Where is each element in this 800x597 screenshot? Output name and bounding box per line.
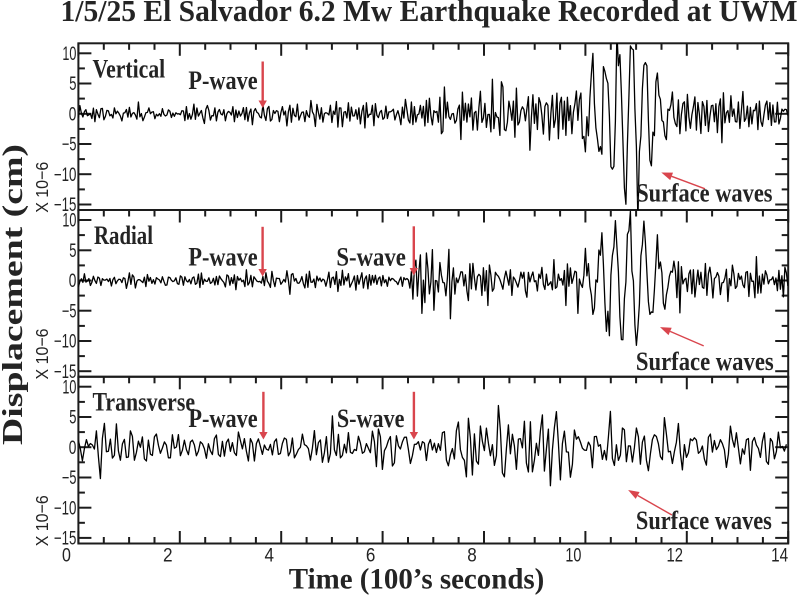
svg-text:10: 10	[62, 211, 76, 232]
svg-text:P-wave: P-wave	[188, 66, 257, 95]
svg-text:X 10−6: X 10−6	[32, 329, 52, 380]
svg-text:6: 6	[366, 546, 376, 567]
svg-text:5: 5	[69, 74, 76, 95]
svg-text:−5: −5	[62, 135, 77, 156]
svg-text:Surface waves: Surface waves	[636, 178, 772, 207]
svg-text:10: 10	[565, 546, 581, 567]
svg-text:1/5/25 El Salvador 6.2 Mw Eart: 1/5/25 El Salvador 6.2 Mw Earthquake Rec…	[61, 0, 798, 28]
svg-text:−15: −15	[54, 362, 77, 383]
svg-text:Time (100’s seconds): Time (100’s seconds)	[289, 563, 545, 596]
svg-text:−10: −10	[54, 165, 77, 186]
svg-text:P-wave: P-wave	[188, 243, 257, 272]
svg-text:8: 8	[467, 546, 477, 567]
svg-text:X 10−6: X 10−6	[32, 495, 52, 546]
svg-text:5: 5	[69, 408, 76, 429]
svg-text:0: 0	[69, 271, 77, 292]
svg-text:P-wave: P-wave	[188, 404, 257, 433]
svg-text:−10: −10	[54, 332, 77, 353]
svg-text:0: 0	[69, 105, 77, 126]
svg-text:5: 5	[69, 241, 76, 262]
svg-text:X 10−6: X 10−6	[32, 162, 52, 213]
svg-text:2: 2	[163, 546, 173, 567]
svg-text:−15: −15	[54, 195, 77, 216]
svg-text:S-wave: S-wave	[337, 404, 405, 433]
svg-text:Surface waves: Surface waves	[636, 347, 774, 376]
svg-text:4: 4	[264, 546, 274, 567]
svg-text:Surface waves: Surface waves	[636, 506, 772, 535]
svg-text:10: 10	[62, 377, 76, 398]
svg-text:0: 0	[62, 546, 71, 567]
svg-text:Transverse: Transverse	[93, 387, 196, 416]
svg-text:−5: −5	[62, 468, 77, 489]
svg-text:0: 0	[69, 438, 77, 459]
svg-text:14: 14	[771, 546, 788, 567]
svg-text:12: 12	[667, 546, 684, 567]
svg-text:−5: −5	[62, 301, 77, 322]
svg-text:−15: −15	[54, 529, 77, 550]
svg-text:S-wave: S-wave	[336, 243, 406, 272]
svg-text:Vertical: Vertical	[93, 55, 166, 84]
svg-text:−10: −10	[54, 498, 77, 519]
svg-text:10: 10	[62, 44, 76, 65]
svg-text:Displacement (cm): Displacement (cm)	[0, 144, 29, 445]
svg-text:Radial: Radial	[94, 221, 153, 250]
